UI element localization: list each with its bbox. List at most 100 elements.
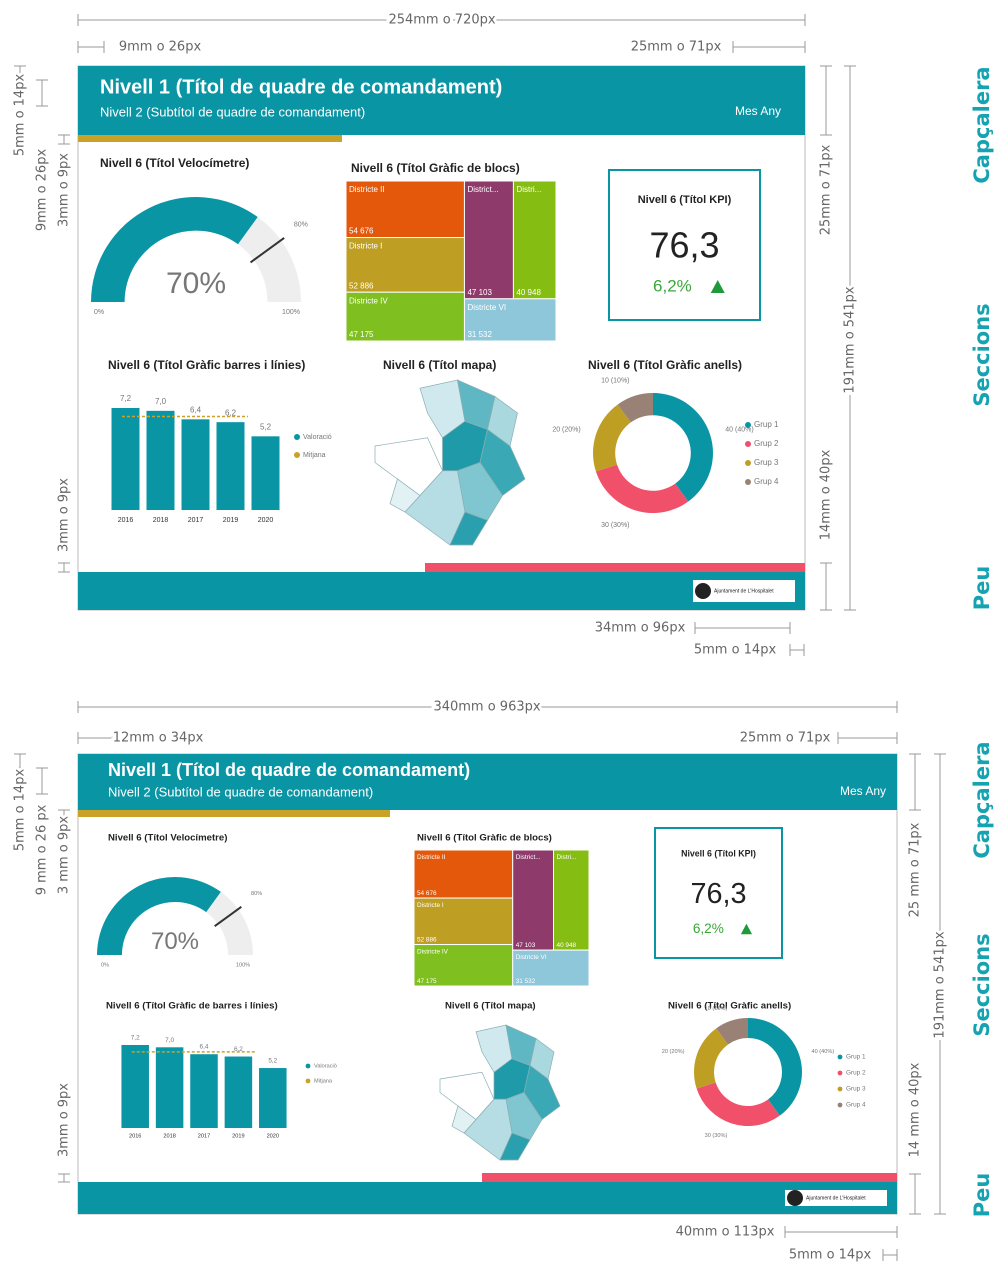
treemap-cell: [553, 849, 590, 951]
treemap-cell-value: 47 175: [417, 978, 437, 985]
dimension-label: 34mm o 96px: [595, 621, 686, 636]
x-tick-label: 2018: [163, 1133, 175, 1139]
legend-swatch: [745, 441, 751, 447]
header: [78, 66, 805, 135]
legend-label: Mitjana: [314, 1078, 333, 1084]
accent-bar: [78, 810, 390, 817]
legend-swatch: [294, 434, 300, 440]
map-title: Nivell 6 (Títol mapa): [383, 358, 496, 372]
gauge-target-label: 80%: [251, 891, 262, 897]
treemap-cell-name: Districte II: [349, 185, 385, 194]
date-label: Mes Any: [735, 104, 781, 118]
section-label: Peu: [970, 566, 994, 611]
treemap-cell-name: Distri...: [516, 185, 541, 194]
treemap-cell-value: 52 886: [417, 936, 437, 943]
dashboard-subtitle: Nivell 2 (Subtítol de quadre de comandam…: [108, 784, 373, 799]
treemap-cell-name: Districte II: [417, 854, 446, 861]
donut-segment: [748, 1018, 803, 1116]
gauge-value: [91, 197, 258, 302]
x-tick-label: 2019: [223, 517, 239, 524]
legend-swatch: [837, 1054, 843, 1060]
legend-label: Grup 4: [846, 1102, 866, 1109]
gauge-target-label: 80%: [294, 222, 308, 229]
treemap-cell: [463, 180, 514, 300]
treemap-cell-name: Districte I: [417, 902, 444, 909]
donut-segment: [593, 404, 631, 472]
gauge-value-label: 70%: [151, 928, 199, 955]
gauge-track: [237, 217, 301, 302]
bar-value-label: 7,2: [131, 1034, 140, 1041]
treemap-cell-value: 52 886: [349, 281, 374, 290]
donut-value-label: 40 (40%): [812, 1049, 835, 1055]
footer-logo: [787, 1190, 803, 1206]
gauge-value-label: 70%: [166, 267, 226, 300]
bar: [181, 419, 210, 510]
treemap-cell: [345, 237, 465, 293]
footer-logo-box: [785, 1190, 887, 1206]
footer: [78, 572, 805, 610]
x-tick-label: 2017: [198, 1133, 210, 1139]
gauge-max-label: 100%: [236, 962, 250, 968]
section-label: Seccions: [970, 933, 994, 1036]
treemap-cell: [463, 298, 557, 342]
kpi-title: Nivell 6 (Títol KPI): [638, 194, 732, 206]
kpi-change: 6,2%: [653, 276, 692, 295]
x-tick-label: 2020: [258, 517, 274, 524]
treemap-cell-value: 47 103: [516, 942, 536, 949]
gauge-min-label: 0%: [101, 962, 109, 968]
kpi-card: [654, 827, 783, 959]
footer: [78, 1182, 897, 1214]
bar-value-label: 7,0: [165, 1037, 174, 1044]
legend-swatch: [745, 422, 751, 428]
donut-title: Nivell 6 (Títol Gràfic anells): [588, 358, 742, 372]
legend-label: Grup 1: [846, 1054, 866, 1061]
dimension-label: 5mm o 14px: [13, 74, 28, 157]
gauge-title: Nivell 6 (Títol Velocímetre): [108, 833, 227, 844]
legend-label: Grup 3: [754, 458, 779, 467]
legend-label: Valoració: [314, 1063, 337, 1069]
legend-swatch: [837, 1086, 843, 1092]
treemap-cell-name: Districte VI: [516, 954, 547, 961]
kpi-trend-icon: [740, 923, 753, 935]
legend-label: Grup 4: [754, 477, 779, 486]
legend-swatch: [745, 460, 751, 466]
legend-swatch: [305, 1063, 311, 1069]
map-region: [451, 1105, 477, 1134]
dashboard: Ajuntament de L'Hospitalet Nivell 1 (Títo…: [77, 65, 806, 611]
section-label: Capçalera: [970, 741, 994, 858]
treemap-cell-name: Distri...: [557, 854, 577, 861]
legend-swatch: [294, 452, 300, 458]
gauge-min-label: 0%: [94, 309, 104, 316]
bar-value-label: 5,2: [260, 422, 272, 431]
x-tick-label: 2018: [153, 517, 169, 524]
legend-label: Grup 2: [846, 1070, 866, 1077]
gauge-value: [97, 877, 221, 955]
bar-value-label: 6,4: [200, 1044, 209, 1051]
donut-value-label: 40 (40%): [725, 426, 753, 433]
donut-value-label: 30 (30%): [601, 522, 629, 529]
bar: [259, 1068, 287, 1128]
legend-label: Grup 2: [754, 439, 779, 448]
dimension-label: 3mm o 9px: [57, 478, 72, 552]
bar: [155, 1047, 184, 1128]
legend-swatch: [837, 1070, 843, 1076]
treemap-cell: [345, 180, 465, 239]
treemap-cell-name: Districte IV: [349, 296, 388, 305]
dimension-label: 5mm o 14px: [789, 1248, 872, 1263]
map-region: [449, 511, 489, 546]
treemap-cell-name: Districte I: [349, 242, 382, 251]
gauge-target: [249, 237, 285, 264]
bar: [224, 1056, 253, 1128]
x-tick-label: 2016: [118, 517, 134, 524]
legend-swatch: [305, 1078, 311, 1084]
footer-logo-box: [693, 580, 795, 602]
legend-label: Grup 3: [846, 1086, 866, 1093]
treemap-cell-name: District...: [467, 185, 498, 194]
bar: [216, 422, 245, 510]
header: [78, 754, 897, 810]
dimension-label: 254mm o 720px: [388, 13, 495, 28]
bar: [146, 410, 175, 510]
treemap-cell: [345, 291, 465, 342]
donut-value-label: 30 (30%): [705, 1133, 728, 1139]
dimension-label: 3mm o 9px: [57, 153, 72, 227]
